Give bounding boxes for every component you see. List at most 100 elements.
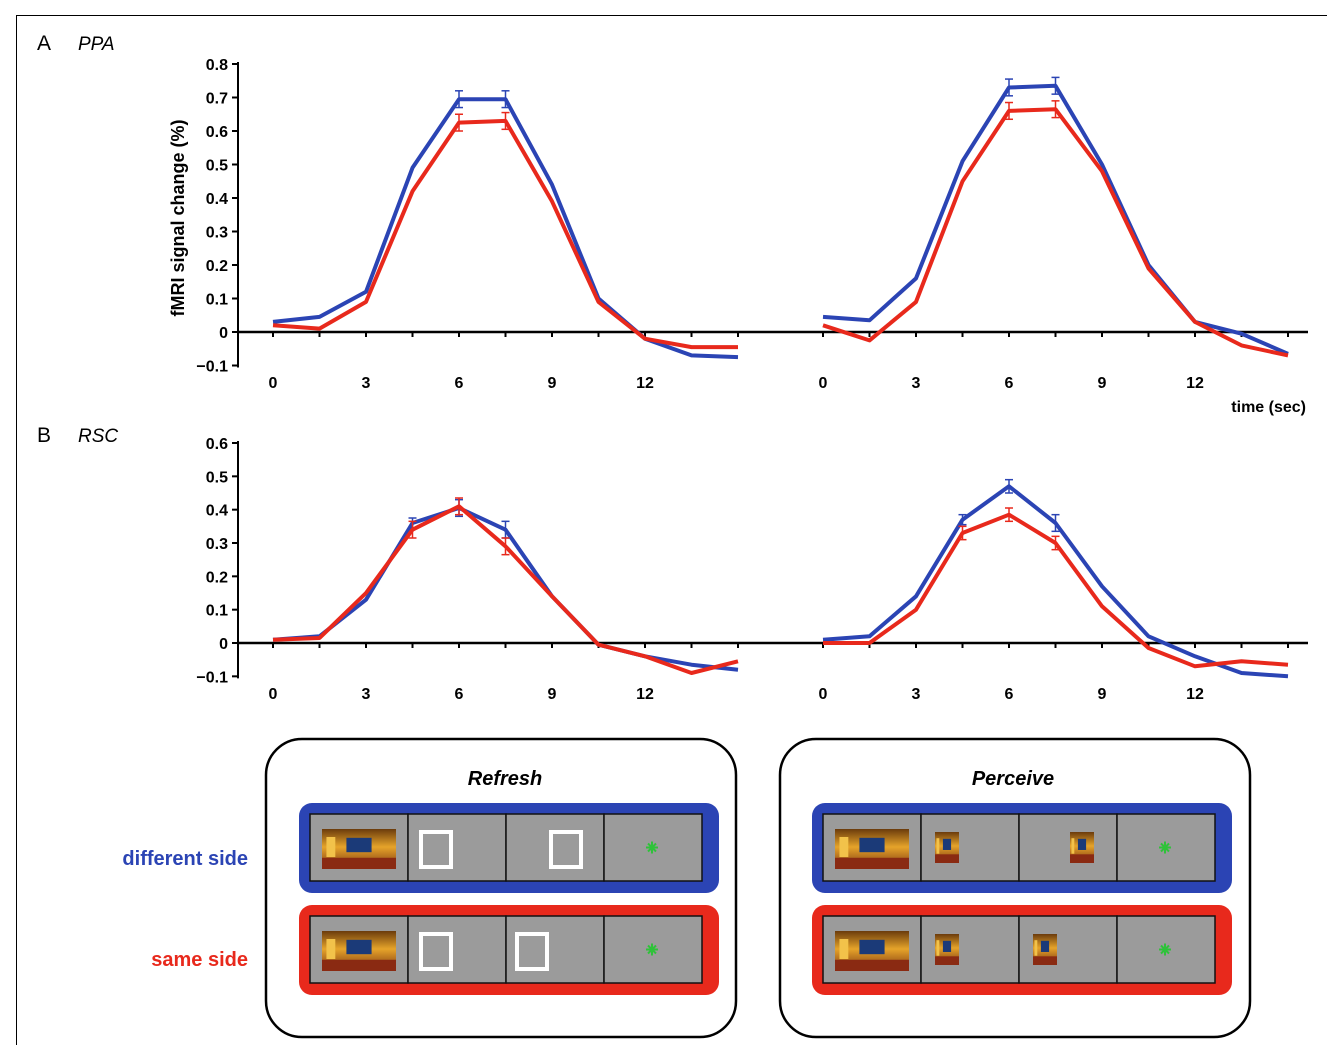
scene-floor: [1070, 854, 1094, 863]
x-tick-label: 12: [636, 375, 654, 392]
y-tick-label: −0.1: [196, 359, 228, 376]
scene-window: [346, 939, 372, 955]
legend-different-side: different side: [122, 848, 248, 870]
error-bar: [958, 525, 967, 541]
scene-lamp: [936, 838, 940, 854]
placeholder-square: [419, 830, 453, 869]
scene-window: [859, 939, 885, 955]
trial-frame: [1018, 813, 1118, 882]
x-tick-label: 0: [819, 686, 828, 703]
y-tick-label: 0: [219, 325, 228, 342]
x-tick-label: 9: [548, 375, 557, 392]
scene-thumbnail: [935, 832, 959, 863]
scene-window: [1077, 838, 1087, 850]
fixation-cross: [1159, 943, 1171, 956]
y-tick-label: 0.7: [206, 91, 228, 108]
panel-b-letter: B: [37, 424, 51, 447]
x-tick-label: 12: [1186, 686, 1204, 703]
error-bar: [455, 90, 463, 109]
scene-thumbnail: [322, 931, 396, 971]
y-tick-label: 0.3: [206, 225, 228, 242]
y-tick-label: 0.4: [206, 503, 228, 520]
scene-lamp: [936, 940, 940, 956]
charts-layer: −0.1 0 0.1 0.2 0.3 0.4 0.5 0.6 0.7 0.8 0 3 6 9 12 0 3 6 9 1…: [196, 57, 1308, 703]
trial-frame: [505, 915, 605, 984]
error-bar: [408, 520, 417, 539]
scene-floor: [322, 959, 396, 971]
y-tick-label: 0.4: [206, 191, 228, 208]
chart-a-refresh: −0.1 0 0.1 0.2 0.3 0.4 0.5 0.6 0.7 0.8 0 3 6 9 12: [196, 57, 1308, 392]
chart-b-perceive: 0 3 6 9 12: [819, 478, 1289, 703]
error-bar: [1051, 76, 1060, 95]
chart-b-refresh: −0.1 0 0.1 0.2 0.3 0.4 0.5 0.6 0 3 6 9 12: [196, 436, 1308, 703]
y-tick-label: 0.2: [206, 258, 228, 275]
x-tick-label: 3: [362, 686, 371, 703]
x-tick-label: 3: [912, 686, 921, 703]
x-tick-label: 12: [1186, 375, 1204, 392]
scene-floor: [835, 959, 909, 971]
trial-sequences: [299, 803, 1232, 995]
refresh-same-side: [299, 905, 719, 995]
y-tick-label: 0.8: [206, 57, 228, 74]
y-tick-label: 0.1: [206, 292, 228, 309]
y-tick-label: 0.6: [206, 124, 228, 141]
scene-lamp: [326, 939, 336, 959]
panel-a-letter: A: [37, 32, 51, 55]
scene-lamp: [326, 837, 336, 857]
error-bar: [1005, 101, 1013, 121]
scene-lamp: [1034, 940, 1038, 956]
scene-thumbnail: [835, 931, 909, 971]
x-tick-label: 0: [269, 375, 278, 392]
panel-b-name: RSC: [78, 426, 118, 447]
y-tick-label: 0.2: [206, 569, 228, 586]
scene-floor: [835, 857, 909, 869]
x-tick-label: 6: [455, 375, 464, 392]
figure-frame: [16, 15, 1327, 1045]
scene-window: [942, 940, 952, 952]
fixation-cross: [646, 943, 658, 956]
perceive-different-side: [812, 803, 1232, 893]
scene-thumbnail: [835, 829, 909, 869]
error-bar: [1005, 78, 1013, 97]
x-tick-label: 0: [819, 375, 828, 392]
error-bar: [501, 537, 510, 556]
scene-window: [859, 837, 885, 853]
refresh-different-side: [299, 803, 719, 893]
fixation-cross: [1159, 841, 1171, 854]
y-tick-label: 0.1: [206, 603, 228, 620]
x-tick-label: 12: [636, 686, 654, 703]
placeholder-square: [549, 830, 583, 869]
series-line-same-side: [272, 118, 738, 350]
error-bar: [501, 90, 510, 109]
placeholder-square: [419, 932, 453, 971]
x-tick-label: 0: [269, 686, 278, 703]
x-tick-label: 6: [1005, 686, 1014, 703]
series-line-different-side: [272, 97, 739, 360]
perceive-same-side: [812, 905, 1232, 995]
error-bar: [455, 497, 463, 516]
error-bar: [455, 113, 463, 132]
scene-floor: [322, 857, 396, 869]
scene-floor: [935, 854, 959, 863]
x-tick-label: 9: [1098, 686, 1107, 703]
x-tick-label: 3: [362, 375, 371, 392]
y-tick-label: 0: [219, 636, 228, 653]
scene-thumbnail: [1033, 934, 1057, 965]
error-bar: [958, 513, 967, 526]
error-bar: [1005, 478, 1013, 494]
error-bar: [1005, 507, 1013, 523]
scene-window: [942, 838, 952, 850]
x-tick-label: 6: [455, 686, 464, 703]
y-tick-label: −0.1: [196, 669, 228, 686]
perceive-title: Perceive: [972, 768, 1054, 790]
scene-lamp: [1071, 838, 1075, 854]
y-tick-label: 0.6: [206, 436, 228, 453]
series-line-different-side: [822, 83, 1289, 356]
scene-floor: [935, 956, 959, 965]
scene-thumbnail: [935, 934, 959, 965]
error-bar: [1051, 100, 1060, 119]
trial-frame: [505, 813, 605, 882]
series-line-same-side: [822, 107, 1289, 358]
x-tick-label: 6: [1005, 375, 1014, 392]
